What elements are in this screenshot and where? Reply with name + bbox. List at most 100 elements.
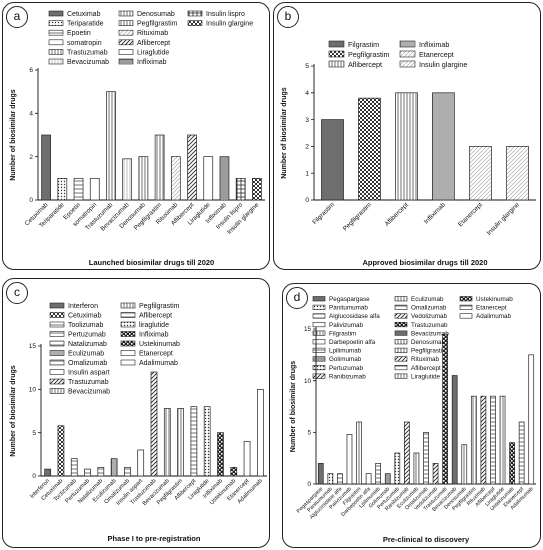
panel-c: Interferon Cetuximab Toolizumab Pertuzumab N… <box>2 278 270 548</box>
legend-swatch <box>399 60 416 68</box>
legend-label: Trastuzumab <box>67 49 108 56</box>
legend-swatch <box>394 373 408 379</box>
x-tick-label: Aflibercept <box>384 201 410 227</box>
bar-bevacizumab <box>163 408 171 477</box>
legend-swatch <box>394 304 408 310</box>
legend-label: Eculizumab <box>411 296 444 303</box>
legend-label: Cetuximab <box>68 313 102 320</box>
bar-palivizumab <box>346 434 353 485</box>
legend-swatch <box>394 330 408 336</box>
legend-label: Aflibercept <box>137 40 170 47</box>
legend-label: Pertuzumab <box>68 332 106 339</box>
y-tick-label: 1 <box>305 170 309 177</box>
legend-label: Bevacizumab <box>411 330 449 337</box>
legend-label: Ustekinumab <box>476 296 513 303</box>
legend-swatch <box>394 313 408 319</box>
bar-cetuximab <box>41 134 51 201</box>
legend-swatch <box>120 302 136 309</box>
y-tick-label: 15 <box>304 326 312 333</box>
legend-swatch <box>48 49 64 55</box>
bar-insulin-glargine <box>252 177 262 201</box>
bar-denosumab <box>138 156 149 201</box>
legend-label: Pertuzumab <box>329 365 363 372</box>
legend-swatch <box>118 10 134 17</box>
bar-trastuzumab <box>106 91 116 201</box>
legend-swatch <box>49 369 65 375</box>
legend-swatch <box>399 40 416 48</box>
legend-label: Liraglutide <box>137 49 169 56</box>
panel-a: Cetuximab Teriparatide Epoetin somatropin Tr… <box>2 2 270 270</box>
legend-swatch <box>118 20 134 26</box>
legend-label: Aflibercept <box>139 313 172 320</box>
y-tick-label: 5 <box>32 430 36 437</box>
bar-aflibercept <box>190 406 198 477</box>
bar-ustekinumab <box>230 466 238 477</box>
legend-swatch <box>118 49 134 55</box>
bar-pertuzumab <box>394 452 401 485</box>
legend-swatch <box>312 304 326 310</box>
legend-swatch <box>394 356 408 362</box>
legend-label: Insulin lispro <box>206 11 245 18</box>
legend-label: Alglucosidase alfa <box>329 313 380 320</box>
x-tick-label: Filgrastim <box>311 201 336 226</box>
bar-liraglutide <box>203 156 214 201</box>
y-axis-label: Number of biosimilar drugs <box>281 87 288 179</box>
legend-swatch <box>312 356 326 362</box>
legend-swatch <box>312 330 326 336</box>
legend-label: Adalimumab <box>139 360 178 367</box>
legend-swatch <box>328 40 345 48</box>
bar-somatropin <box>89 177 100 201</box>
legend-swatch <box>120 359 136 366</box>
legend-label: Insulin aspart <box>68 370 110 377</box>
legend-label: Pegaspargase <box>329 296 370 303</box>
bar-eculizumab <box>110 458 118 477</box>
legend-label: Pegfilgrastim <box>139 303 180 310</box>
legend-label: Denosumab <box>137 11 175 18</box>
legend-swatch <box>49 302 65 309</box>
legend-label: Insulin glargine <box>206 21 253 28</box>
legend-label: Omalizumab <box>411 305 447 312</box>
legend-swatch <box>312 313 326 319</box>
bar-omalizumab <box>423 431 429 485</box>
legend-swatch <box>459 304 473 310</box>
bar-filgrastim <box>321 119 344 201</box>
legend-label: Bevacizumab <box>68 389 110 396</box>
bar-denosumab <box>461 444 468 485</box>
bar-pegfilgrastim <box>154 134 165 201</box>
legend-swatch <box>394 365 408 371</box>
legend-label: Rituximab <box>137 30 168 37</box>
legend-label: Palivizumab <box>329 322 363 329</box>
panel-d: Pegaspargase Panitumumab Alglucosidase alf… <box>282 283 541 548</box>
bar-rituximab <box>480 395 487 485</box>
legend-label: Aflibercept <box>348 60 382 69</box>
bar-pegaspargase <box>317 462 324 485</box>
legend-label: Adalimumab <box>476 313 511 320</box>
x-axis-label: Phase I to pre-registration <box>108 534 201 543</box>
y-tick-label: 6 <box>29 67 33 74</box>
legend-label: Panitumumab <box>329 305 368 312</box>
bar-toclizumab <box>70 458 78 477</box>
bar-ranibizumab <box>404 421 410 485</box>
bar-infliximab <box>219 156 230 201</box>
legend-label: Filgrastim <box>348 40 379 49</box>
panel-label-d: d <box>286 287 308 309</box>
panel-label-a: a <box>6 6 28 28</box>
legend-swatch <box>49 312 65 318</box>
legend-swatch <box>312 373 326 379</box>
y-tick-label: 2 <box>29 154 33 161</box>
legend-label: Filgrastim <box>329 330 356 337</box>
bar-eculizumab <box>413 452 420 485</box>
bar-pegfilgrastim <box>358 97 381 201</box>
legend-swatch <box>49 388 65 394</box>
y-tick-label: 3 <box>305 117 309 124</box>
legend-label: Trastuzumab <box>68 379 109 386</box>
bar-infliximab <box>217 432 224 477</box>
y-axis-label: Number of biosimilar drugs <box>10 365 17 457</box>
panel-label-c: c <box>6 282 28 304</box>
legend-swatch <box>312 321 326 328</box>
legend-swatch <box>48 58 64 65</box>
legend-label: Lpilimumab <box>329 348 362 355</box>
legend-swatch <box>394 339 408 345</box>
legend-label: Pegfilgrastim <box>137 21 178 28</box>
bar-lpilimumab <box>375 462 382 485</box>
